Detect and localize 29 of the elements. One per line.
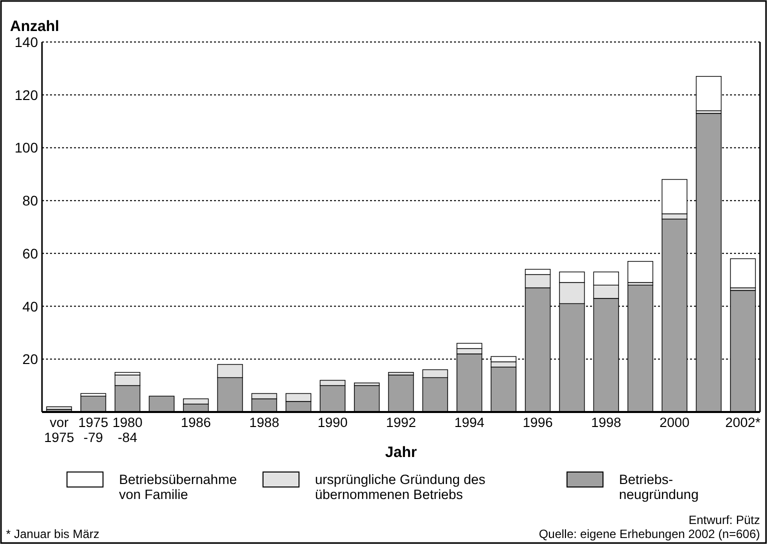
- y-tick-label: 100: [14, 140, 38, 156]
- legend-label: Betriebsübernahme von Familie: [119, 472, 237, 502]
- x-tick-label: 1994: [454, 415, 485, 430]
- y-axis-title: Anzahl: [10, 18, 60, 35]
- x-tick-label: 1986: [180, 415, 211, 430]
- x-tick-label: 1980 -84: [112, 415, 142, 445]
- x-tick-label: 1988: [249, 415, 280, 430]
- text: * Januar bis März: [6, 527, 100, 541]
- y-tick-label: 140: [14, 34, 38, 50]
- x-tick-label: 1990: [318, 415, 348, 430]
- y-tick-label: 120: [14, 86, 38, 103]
- y-tick-label: 60: [22, 245, 38, 262]
- x-tick-label: 1975 -79: [78, 415, 108, 445]
- x-tick-label: 1996: [522, 415, 553, 430]
- y-tick-label: 40: [22, 298, 38, 314]
- text: Entwurf: Pütz: [688, 513, 760, 527]
- y-tick-label: 80: [22, 192, 38, 209]
- source-note: Quelle: eigene Erhebungen 2002 (n=606): [538, 527, 760, 541]
- legend-label: ursprüngliche Gründung des übernommenen Betriebs: [315, 472, 486, 502]
- x-tick-label: 1992: [386, 415, 416, 430]
- legend-label: Betriebs- neugründung: [619, 472, 699, 502]
- bar: [628, 261, 654, 283]
- x-tick-label: 2000: [660, 415, 690, 430]
- x-axis-title: Jahr: [385, 444, 418, 461]
- x-tick-label: 1998: [591, 415, 622, 430]
- y-tick-label: 20: [22, 351, 38, 368]
- bar: [730, 258, 756, 288]
- x-tick-label: 2002*: [725, 415, 762, 430]
- x-tick-label: vor 1975: [44, 415, 74, 445]
